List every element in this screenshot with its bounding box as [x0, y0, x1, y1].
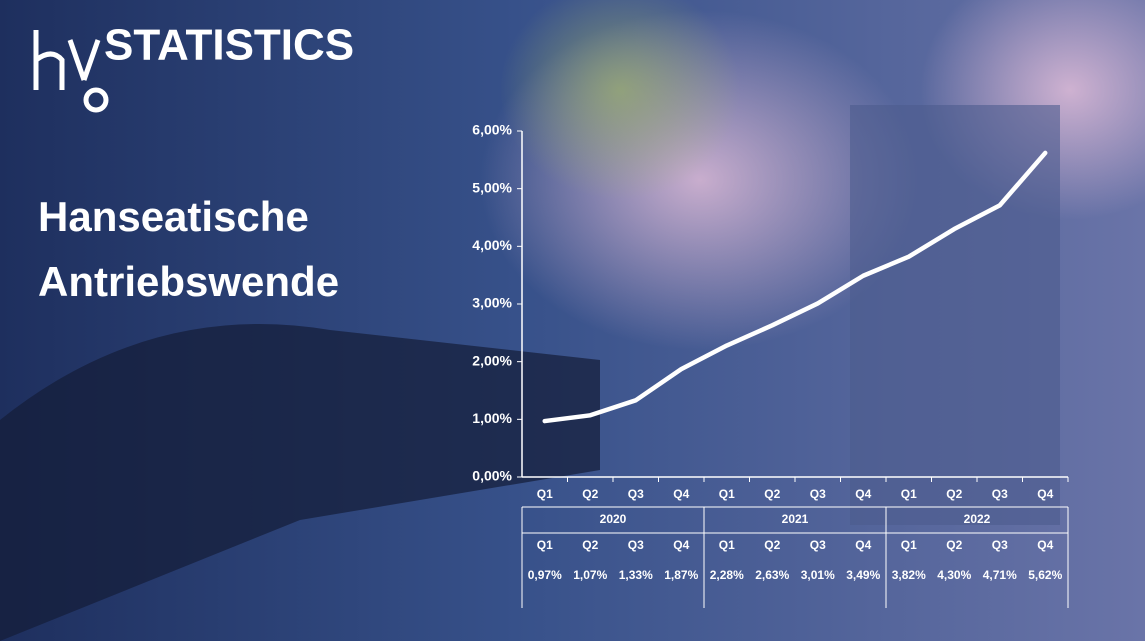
x-tick-label: Q3 [810, 487, 826, 501]
x-tick-label: Q1 [901, 487, 917, 501]
table-value: 2,63% [755, 568, 789, 582]
x-tick-label: Q2 [582, 487, 598, 501]
headline: Hanseatische [38, 193, 309, 240]
table-quarter: Q2 [582, 538, 598, 552]
x-tick-label: Q3 [628, 487, 644, 501]
table-value: 5,62% [1028, 568, 1062, 582]
y-tick-label: 4,00% [472, 237, 512, 253]
table-quarter: Q1 [719, 538, 735, 552]
logo-mark [33, 30, 101, 90]
data-line [542, 150, 1048, 424]
logo-mark [83, 87, 109, 113]
x-tick-label: Q1 [719, 487, 735, 501]
table-quarter: Q2 [946, 538, 962, 552]
background-blur [500, 0, 740, 200]
table-value: 1,07% [573, 568, 607, 582]
table-quarter: Q2 [764, 538, 780, 552]
table-value: 3,49% [846, 568, 880, 582]
table-value: 1,33% [619, 568, 653, 582]
x-tick-label: Q4 [855, 487, 871, 501]
y-tick-label: 2,00% [472, 352, 512, 368]
table-quarter: Q4 [1037, 538, 1053, 552]
table-value: 2,28% [710, 568, 744, 582]
table-quarter: Q1 [901, 538, 917, 552]
table-value: 1,87% [664, 568, 698, 582]
table-quarter: Q4 [673, 538, 689, 552]
table-value: 4,30% [937, 568, 971, 582]
y-tick-label: 5,00% [472, 179, 512, 195]
table-value: 0,97% [528, 568, 562, 582]
table-quarter: Q3 [628, 538, 644, 552]
headline: Antriebswende [38, 258, 339, 305]
brand-name: STATISTICS [104, 21, 354, 70]
x-tick-label: Q4 [673, 487, 689, 501]
y-tick-label: 3,00% [472, 295, 512, 311]
table-year: 2021 [782, 512, 809, 526]
table-value: 4,71% [983, 568, 1017, 582]
background-shape [0, 324, 600, 641]
background-shape [850, 105, 1060, 525]
table-value: 3,82% [892, 568, 926, 582]
y-tick-label: 1,00% [472, 410, 512, 426]
x-tick-label: Q2 [946, 487, 962, 501]
table-quarter: Q3 [992, 538, 1008, 552]
x-tick-label: Q2 [764, 487, 780, 501]
table-quarter: Q1 [537, 538, 553, 552]
x-tick-label: Q4 [1037, 487, 1053, 501]
x-tick-label: Q1 [537, 487, 553, 501]
x-tick-label: Q3 [992, 487, 1008, 501]
y-tick-label: 0,00% [472, 468, 512, 484]
table-quarter: Q4 [855, 538, 871, 552]
table-value: 3,01% [801, 568, 835, 582]
table-year: 2020 [600, 512, 627, 526]
table-year: 2022 [964, 512, 991, 526]
table-quarter: Q3 [810, 538, 826, 552]
y-tick-label: 6,00% [472, 122, 512, 138]
